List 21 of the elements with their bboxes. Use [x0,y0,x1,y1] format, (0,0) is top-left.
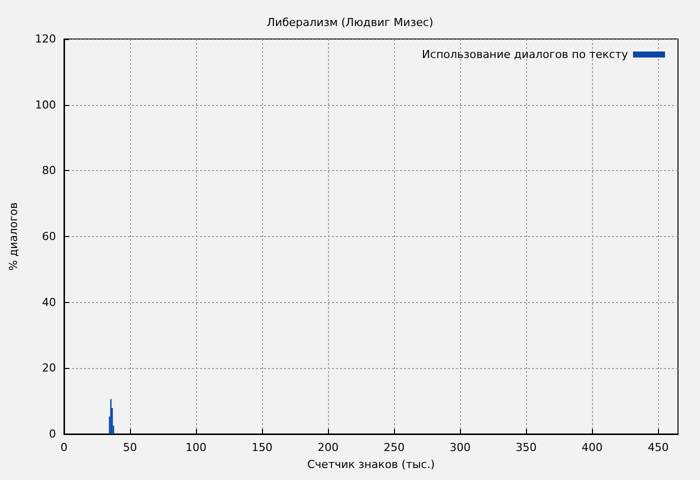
y-tick-label: 20 [42,362,56,375]
y-tick-label: 60 [42,230,56,243]
x-tick-label: 0 [60,441,68,454]
x-tick-label: 450 [648,441,669,454]
legend-label: Использование диалогов по тексту [422,48,628,61]
y-axis-title: % диалогов [7,202,20,271]
x-tick-label: 100 [186,441,207,454]
y-tick-label: 100 [35,98,56,112]
x-tick-label: 200 [318,441,339,454]
y-tick-label: 40 [42,296,56,309]
x-tick-label: 300 [450,441,471,454]
y-tick-label: 120 [35,32,56,46]
y-tick-label: 0 [49,428,56,440]
x-tick-label: 400 [582,441,603,454]
chart-title: Либерализм (Людвиг Мизес) [266,16,434,29]
y-tick-label: 80 [42,164,56,178]
x-tick-label: 350 [516,441,537,454]
x-axis-title: Счетчик знаков (тыс.) [307,458,435,471]
x-tick-label: 250 [384,441,405,454]
x-tick-label: 150 [252,441,273,454]
x-tick-label: 50 [123,441,138,454]
